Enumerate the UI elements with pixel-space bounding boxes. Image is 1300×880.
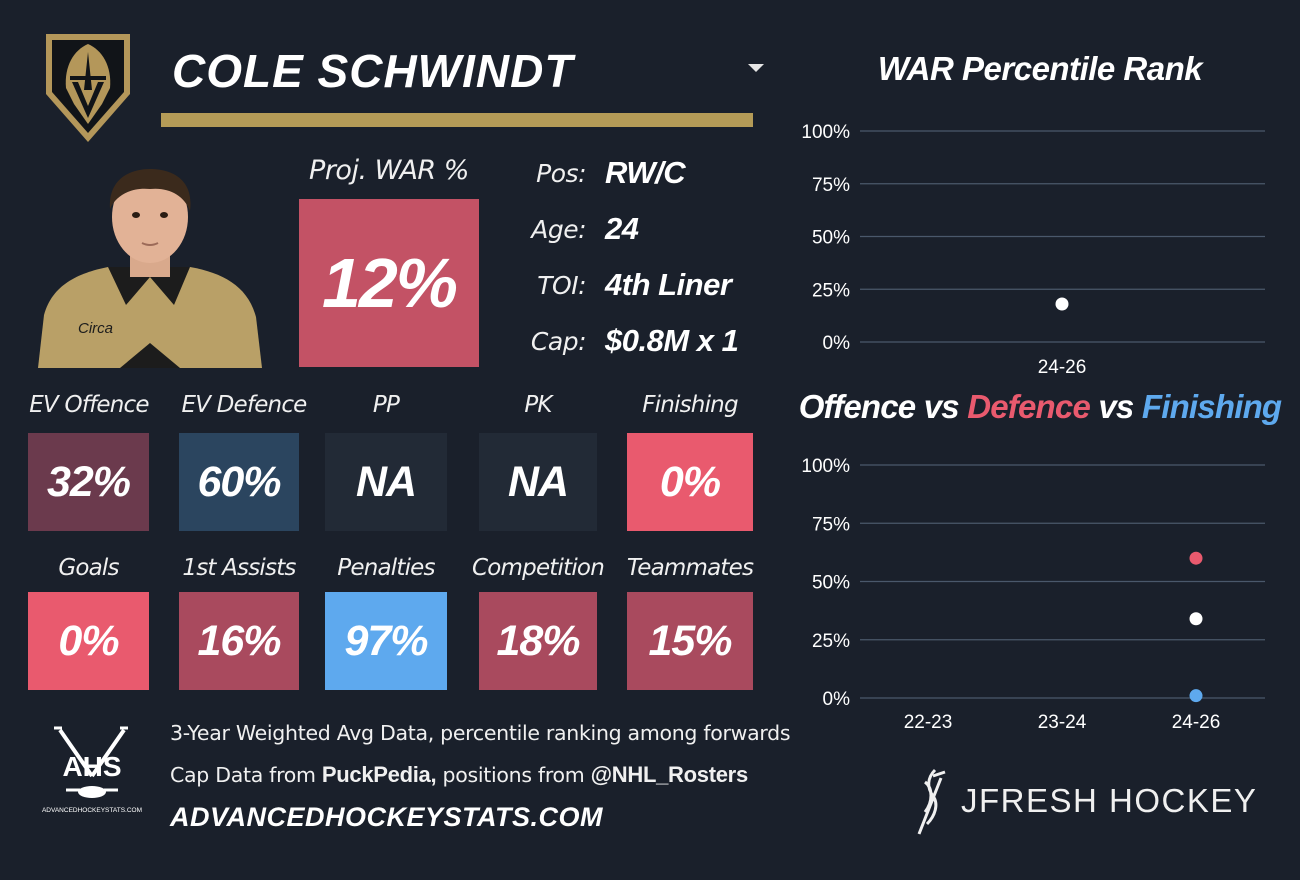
- tile-label-1st-assists: 1st Assists: [182, 555, 296, 581]
- brand-text: JFRESH HOCKEY: [961, 782, 1257, 819]
- data-note: 3-Year Weighted Avg Data, percentile ran…: [170, 721, 791, 745]
- war-percentile-chart-title: WAR Percentile Rank: [877, 50, 1203, 87]
- tile-penalties: 97%: [325, 592, 447, 690]
- svg-text:Circa: Circa: [78, 320, 113, 337]
- tile-label-teammates: Teammates: [626, 555, 754, 581]
- tile-label-penalties: Penalties: [337, 555, 435, 581]
- info-key: Cap:: [530, 326, 587, 356]
- tile-value: 0%: [58, 616, 119, 665]
- data-point-defence: [1189, 551, 1203, 565]
- y-tick-label: 100%: [801, 456, 850, 477]
- tile-pk: NA: [479, 433, 597, 531]
- player-name: COLE SCHWINDT: [172, 45, 574, 97]
- y-tick-label: 75%: [812, 514, 850, 535]
- y-tick-label: 100%: [801, 122, 850, 143]
- info-value: 24: [605, 211, 639, 246]
- title-part-defence: Defence: [967, 388, 1091, 425]
- tile-label-ev-offence: EV Offence: [29, 392, 149, 418]
- info-row-toi: TOI: 4th Liner: [526, 265, 732, 305]
- tile-label-ev-defence: EV Defence: [181, 392, 307, 418]
- tile-label-finishing: Finishing: [642, 392, 738, 418]
- tile-goals: 0%: [28, 592, 149, 690]
- y-tick-label: 0%: [823, 333, 851, 354]
- y-tick-label: 75%: [812, 175, 850, 196]
- header-underline: [161, 113, 753, 127]
- y-tick-label: 25%: [812, 631, 850, 652]
- offence-defence-finishing-chart: 0% 25% 50% 75% 100% 22-23 23-24 24-26: [801, 456, 1265, 733]
- data-point-offence: [1189, 612, 1203, 626]
- tile-value: 97%: [344, 616, 428, 665]
- proj-war-box: 12%: [299, 199, 479, 367]
- tile-value: 18%: [496, 616, 580, 665]
- team-logo: [46, 34, 130, 142]
- info-value: RW/C: [605, 155, 686, 190]
- tile-teammates: 15%: [627, 592, 753, 690]
- info-value: 4th Liner: [605, 267, 732, 302]
- y-tick-label: 0%: [823, 689, 851, 710]
- tile-1st-assists: 16%: [179, 592, 299, 690]
- info-row-cap: Cap: $0.8M x 1: [526, 321, 739, 361]
- data-point-finishing: [1189, 689, 1203, 703]
- player-select-dropdown-icon[interactable]: [748, 64, 764, 72]
- tile-value: NA: [355, 457, 417, 506]
- tile-value: 0%: [659, 457, 721, 506]
- title-part-vs: vs: [1090, 388, 1142, 425]
- tile-label-goals: Goals: [58, 555, 119, 581]
- info-row-position: Pos: RW/C: [526, 153, 685, 193]
- player-photo: Circa: [38, 165, 262, 368]
- y-tick-label: 50%: [812, 573, 850, 594]
- tile-ev-defence: 60%: [179, 433, 299, 531]
- ahs-logo-text: AHS: [62, 751, 121, 782]
- tile-competition: 18%: [479, 592, 597, 690]
- ahs-logo: AHS ADVANCEDHOCKEYSTATS.COM: [42, 726, 142, 814]
- tile-finishing: 0%: [627, 433, 753, 531]
- x-tick-label: 24-26: [1038, 357, 1087, 378]
- tile-value: 60%: [197, 457, 281, 506]
- y-tick-label: 25%: [812, 280, 850, 301]
- offence-defence-finishing-chart-title: Offence vs Defence vs Finishing: [790, 388, 1290, 426]
- source-prefix: Cap Data from: [170, 763, 322, 787]
- x-tick-label: 23-24: [1038, 712, 1087, 733]
- title-part-offence: Offence: [798, 388, 916, 425]
- info-row-age: Age: 24: [526, 209, 639, 249]
- source-nhl-rosters: @NHL_Rosters: [590, 762, 749, 787]
- tile-value: 15%: [648, 616, 732, 665]
- y-tick-label: 50%: [812, 228, 850, 249]
- title-part-vs: vs: [915, 388, 968, 425]
- tile-ev-offence: 32%: [28, 433, 149, 531]
- tile-value: 32%: [46, 457, 131, 506]
- proj-war-label: Proj. WAR %: [309, 155, 469, 186]
- x-tick-label: 22-23: [904, 712, 953, 733]
- title-part-finishing: Finishing: [1141, 388, 1282, 425]
- info-key: Pos:: [536, 158, 586, 188]
- tile-label-pp: PP: [372, 392, 400, 418]
- tile-pp: NA: [325, 433, 447, 531]
- info-value: $0.8M x 1: [605, 323, 739, 358]
- website-link[interactable]: ADVANCEDHOCKEYSTATS.COM: [170, 802, 604, 832]
- tile-label-pk: PK: [524, 392, 552, 418]
- tile-value: 16%: [197, 616, 281, 665]
- ahs-logo-subtext: ADVANCEDHOCKEYSTATS.COM: [42, 807, 142, 814]
- info-key: TOI:: [537, 270, 586, 300]
- info-key: Age:: [531, 214, 586, 244]
- war-percentile-chart: 0% 25% 50% 75% 100% 24-26: [801, 122, 1265, 378]
- source-note: Cap Data from PuckPedia, positions from …: [170, 762, 748, 788]
- proj-war-value: 12%: [321, 244, 458, 322]
- source-mid: positions from: [436, 763, 591, 787]
- tile-label-competition: Competition: [472, 555, 605, 581]
- source-puckpedia: PuckPedia,: [321, 762, 437, 787]
- x-tick-label: 24-26: [1172, 712, 1221, 733]
- jfresh-hockey-logo: JFRESH HOCKEY: [917, 768, 1257, 835]
- data-point: [1055, 297, 1069, 311]
- tile-value: NA: [507, 457, 569, 506]
